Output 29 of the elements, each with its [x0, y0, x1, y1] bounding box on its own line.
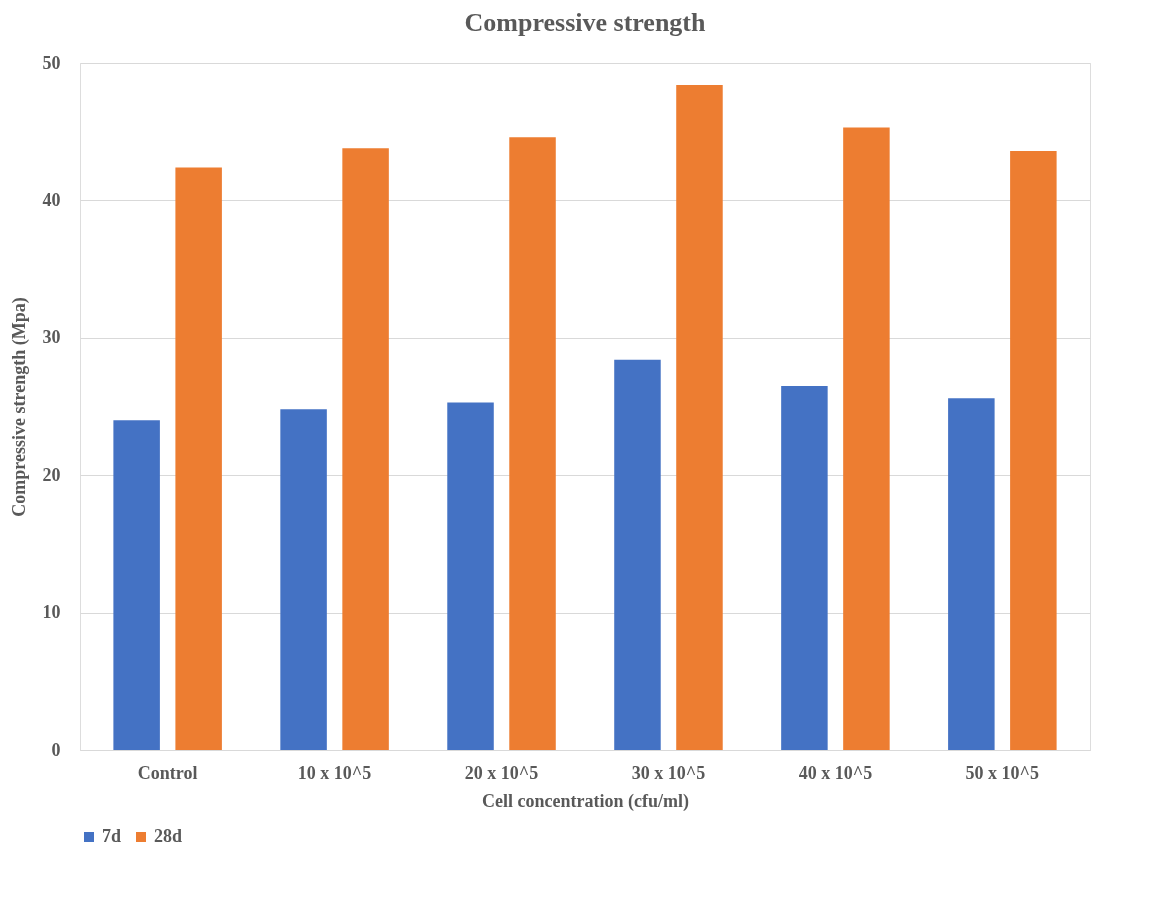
bar [113, 420, 160, 750]
bar [342, 148, 389, 750]
x-tick-label: Control [137, 762, 198, 783]
y-tick-label: 50 [42, 52, 61, 73]
x-tick-label: 30 x 10^5 [631, 762, 706, 783]
y-axis-title: Compressive strength (Mpa) [8, 297, 30, 517]
bar [614, 359, 661, 750]
chart-title: Compressive strength [464, 8, 707, 37]
bar [280, 409, 327, 750]
bar [1010, 150, 1057, 750]
y-tick-label: 20 [42, 464, 61, 485]
bar [676, 84, 723, 750]
bar [948, 398, 995, 750]
x-tick-label: 10 x 10^5 [297, 762, 372, 783]
y-tick-label: 10 [42, 602, 61, 623]
bar [843, 127, 890, 750]
bar [447, 402, 494, 750]
legend-label: 28d [154, 826, 183, 846]
x-tick-label: 40 x 10^5 [798, 762, 873, 783]
x-tick-label: 20 x 10^5 [464, 762, 539, 783]
x-tick-label: 50 x 10^5 [965, 762, 1040, 783]
y-tick-label: 30 [42, 327, 61, 348]
y-tick-label: 40 [42, 189, 61, 210]
bar [509, 137, 556, 750]
bar [175, 167, 222, 750]
x-axis-title: Cell concentration (cfu/ml) [482, 790, 689, 812]
bar [781, 385, 828, 750]
legend-label: 7d [102, 826, 122, 846]
y-tick-label: 0 [51, 739, 61, 760]
